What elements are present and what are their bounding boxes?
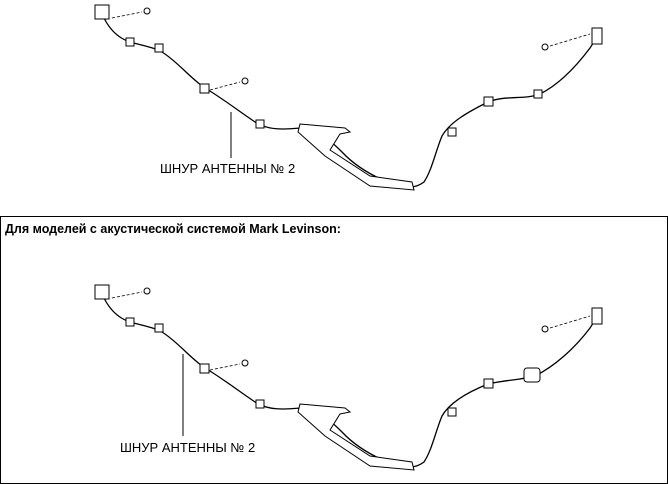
bolt <box>541 43 549 51</box>
clamp <box>125 37 135 47</box>
clamp <box>255 399 265 409</box>
clamp <box>154 323 164 333</box>
label: ШНУР АНТЕННЫ № 2 <box>120 440 255 455</box>
dash <box>111 11 143 19</box>
top-figure: ШНУР АНТЕННЫ № 2 <box>94 4 603 191</box>
clamp <box>199 363 210 374</box>
label: ШНУР АНТЕННЫ № 2 <box>160 161 295 176</box>
bolt <box>241 77 249 85</box>
junction <box>523 367 541 383</box>
clamp <box>125 317 135 327</box>
bolt <box>143 7 151 15</box>
connector <box>94 284 110 300</box>
variant-frame <box>0 216 668 484</box>
clamp <box>483 96 494 107</box>
connector <box>94 4 110 20</box>
clamp <box>483 378 494 389</box>
bolt <box>143 287 151 295</box>
dash <box>209 81 241 91</box>
variant-figure: ШНУР АНТЕННЫ № 2 <box>94 284 603 471</box>
bolt <box>541 325 549 333</box>
heading: Для моделей с акустической системой Mark… <box>5 222 341 236</box>
clamp <box>199 83 210 94</box>
clamp <box>447 127 457 137</box>
clamp <box>447 407 457 417</box>
dash <box>111 291 143 299</box>
connector <box>591 27 603 45</box>
dash <box>209 363 241 371</box>
clamp <box>154 43 164 53</box>
connector <box>591 307 603 325</box>
clamp <box>533 89 543 99</box>
dash <box>549 33 591 47</box>
dash <box>549 315 591 329</box>
bracket <box>297 403 415 471</box>
bolt <box>241 359 249 367</box>
clamp <box>255 119 265 129</box>
bracket <box>297 123 415 191</box>
